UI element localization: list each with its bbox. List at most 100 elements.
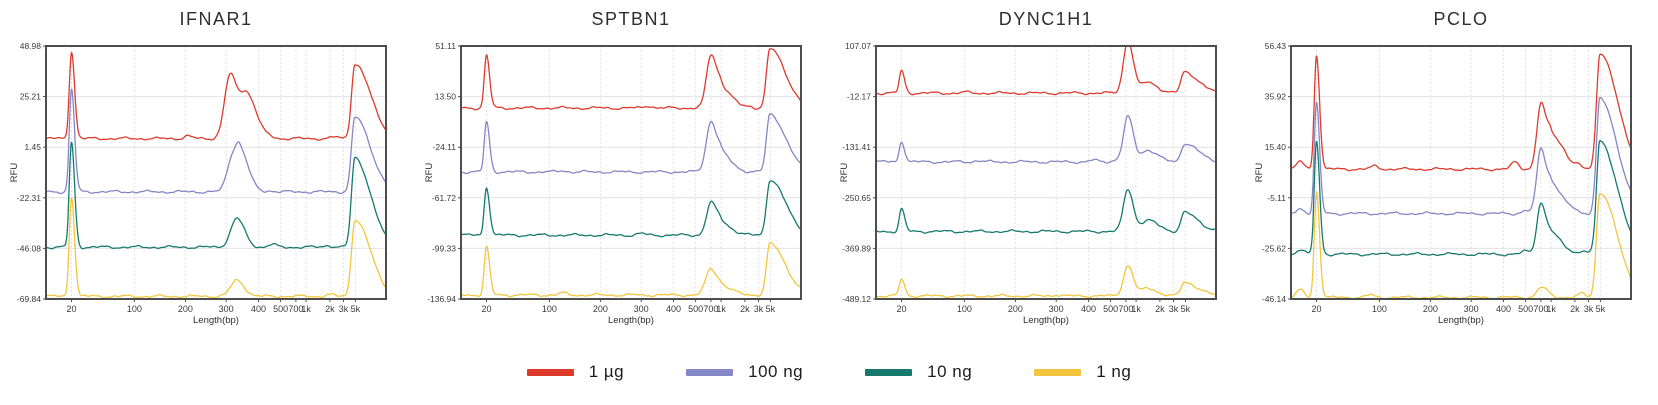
x-tick-label: 1k bbox=[716, 304, 726, 314]
x-axis-label: Length(bp) bbox=[608, 315, 654, 326]
x-tick-label: 100 bbox=[127, 304, 142, 314]
x-tick-label: 5k bbox=[1181, 304, 1191, 314]
x-axis-label: Length(bp) bbox=[193, 315, 239, 326]
x-tick-label: 5k bbox=[351, 304, 361, 314]
x-tick-label: 500 bbox=[273, 304, 288, 314]
plot-border bbox=[460, 45, 802, 300]
legend-swatch bbox=[865, 368, 913, 376]
y-tick-label: -369.89 bbox=[842, 243, 871, 253]
chart-title: IFNAR1 bbox=[179, 9, 253, 29]
legend-item: 100 ng bbox=[686, 362, 803, 382]
y-tick-label: -61.72 bbox=[432, 193, 456, 203]
chart-panel-dync1h1: DYNC1H1 107.07 -12.17 -131.41 -250.65 -369.89… bbox=[836, 6, 1234, 336]
trace-1-µg bbox=[875, 45, 1217, 96]
chart-panel-sptbn1: SPTBN1 51.11 13.50 -24.11 -61.72 -99.33 -136.9… bbox=[421, 6, 819, 336]
y-axis-label: RFU bbox=[1254, 163, 1265, 183]
y-tick-label: -46.08 bbox=[17, 243, 41, 253]
y-tick-label: 25.21 bbox=[20, 92, 42, 102]
x-tick-label: 5k bbox=[766, 304, 776, 314]
legend-item: 1 ng bbox=[1034, 362, 1131, 382]
trace-1-ng bbox=[460, 241, 802, 298]
x-tick-label: 1k bbox=[1131, 304, 1141, 314]
legend-label: 1 µg bbox=[588, 362, 625, 381]
y-tick-label: -25.62 bbox=[1262, 243, 1286, 253]
y-axis-label: RFU bbox=[9, 163, 20, 183]
y-tick-label: -99.33 bbox=[432, 243, 456, 253]
x-tick-label: 200 bbox=[593, 304, 608, 314]
x-axis-label: Length(bp) bbox=[1438, 315, 1484, 326]
x-tick-label: 500 bbox=[1103, 304, 1118, 314]
x-tick-label: 500 bbox=[688, 304, 703, 314]
x-tick-label: 400 bbox=[1496, 304, 1511, 314]
x-tick-label: 20 bbox=[1311, 304, 1321, 314]
chart-title: PCLO bbox=[1433, 9, 1489, 29]
x-tick-label: 700 bbox=[1118, 304, 1133, 314]
y-tick-label: 56.43 bbox=[1265, 41, 1287, 51]
x-tick-label: 300 bbox=[219, 304, 234, 314]
y-tick-label: 48.98 bbox=[20, 41, 42, 51]
legend-swatch bbox=[526, 368, 574, 376]
x-tick-label: 1k bbox=[301, 304, 311, 314]
x-tick-label: 20 bbox=[896, 304, 906, 314]
x-tick-label: 700 bbox=[288, 304, 303, 314]
x-tick-label: 500 bbox=[1518, 304, 1533, 314]
x-tick-label: 3k bbox=[754, 304, 764, 314]
trace-10-ng bbox=[1290, 139, 1632, 257]
trace-1-µg bbox=[1290, 53, 1632, 172]
electropherogram-plot: 48.98 25.21 1.45 -22.31 -46.08 -69.84 20 100 200… bbox=[9, 41, 387, 326]
x-tick-label: 100 bbox=[957, 304, 972, 314]
y-tick-label: 15.40 bbox=[1265, 142, 1287, 152]
y-tick-label: -46.14 bbox=[1262, 294, 1286, 304]
electropherogram-plot: 107.07 -12.17 -131.41 -250.65 -369.89 -489.12… bbox=[839, 41, 1217, 326]
x-tick-label: 400 bbox=[1081, 304, 1096, 314]
y-tick-label: -24.11 bbox=[433, 142, 457, 152]
x-tick-label: 700 bbox=[1533, 304, 1548, 314]
x-tick-label: 200 bbox=[1423, 304, 1438, 314]
legend-swatch bbox=[1034, 368, 1082, 376]
x-tick-label: 3k bbox=[339, 304, 349, 314]
charts-row: IFNAR1 48.98 25.21 1.45 -22.31 -46.08 -69.84 20… bbox=[9, 6, 1632, 336]
legend-swatch bbox=[686, 368, 734, 376]
trace-1-µg bbox=[460, 48, 802, 111]
y-tick-label: 35.92 bbox=[1265, 92, 1287, 102]
x-tick-label: 300 bbox=[1464, 304, 1479, 314]
plot-border bbox=[1290, 45, 1632, 300]
x-tick-label: 300 bbox=[634, 304, 649, 314]
y-tick-label: -22.31 bbox=[17, 193, 41, 203]
y-tick-label: -489.12 bbox=[842, 294, 871, 304]
electropherogram-plot: 56.43 35.92 15.40 -5.11 -25.62 -46.14 20 100 200… bbox=[1254, 41, 1632, 326]
x-axis-label: Length(bp) bbox=[1023, 315, 1069, 326]
legend-item: 1 µg bbox=[526, 362, 625, 382]
x-tick-label: 700 bbox=[703, 304, 718, 314]
x-tick-label: 400 bbox=[251, 304, 266, 314]
trace-100-ng bbox=[1290, 96, 1632, 216]
x-tick-label: 2k bbox=[325, 304, 335, 314]
legend-label: 100 ng bbox=[748, 362, 804, 381]
x-tick-label: 300 bbox=[1049, 304, 1064, 314]
legend-label: 1 ng bbox=[1096, 362, 1132, 381]
x-tick-label: 20 bbox=[481, 304, 491, 314]
trace-1-ng bbox=[875, 265, 1217, 299]
x-tick-label: 200 bbox=[178, 304, 193, 314]
electropherogram-plot: 51.11 13.50 -24.11 -61.72 -99.33 -136.94 20 100… bbox=[424, 41, 802, 326]
legend: 1 µg 100 ng 10 ng 1 ng bbox=[0, 362, 1658, 382]
trace-1-ng bbox=[45, 197, 387, 299]
y-tick-label: -69.84 bbox=[17, 294, 41, 304]
plot-border bbox=[875, 45, 1217, 300]
trace-10-ng bbox=[45, 141, 387, 250]
x-tick-label: 400 bbox=[666, 304, 681, 314]
plot-border bbox=[45, 45, 387, 300]
y-tick-label: -136.94 bbox=[427, 294, 456, 304]
x-tick-label: 100 bbox=[1372, 304, 1387, 314]
x-tick-label: 2k bbox=[1570, 304, 1580, 314]
x-tick-label: 100 bbox=[542, 304, 557, 314]
trace-100-ng bbox=[875, 115, 1217, 165]
trace-10-ng bbox=[460, 180, 802, 238]
y-tick-label: 13.50 bbox=[435, 92, 457, 102]
x-tick-label: 1k bbox=[1546, 304, 1556, 314]
trace-10-ng bbox=[875, 189, 1217, 234]
x-tick-label: 5k bbox=[1596, 304, 1606, 314]
trace-100-ng bbox=[45, 88, 387, 195]
x-tick-label: 20 bbox=[66, 304, 76, 314]
x-tick-label: 200 bbox=[1008, 304, 1023, 314]
